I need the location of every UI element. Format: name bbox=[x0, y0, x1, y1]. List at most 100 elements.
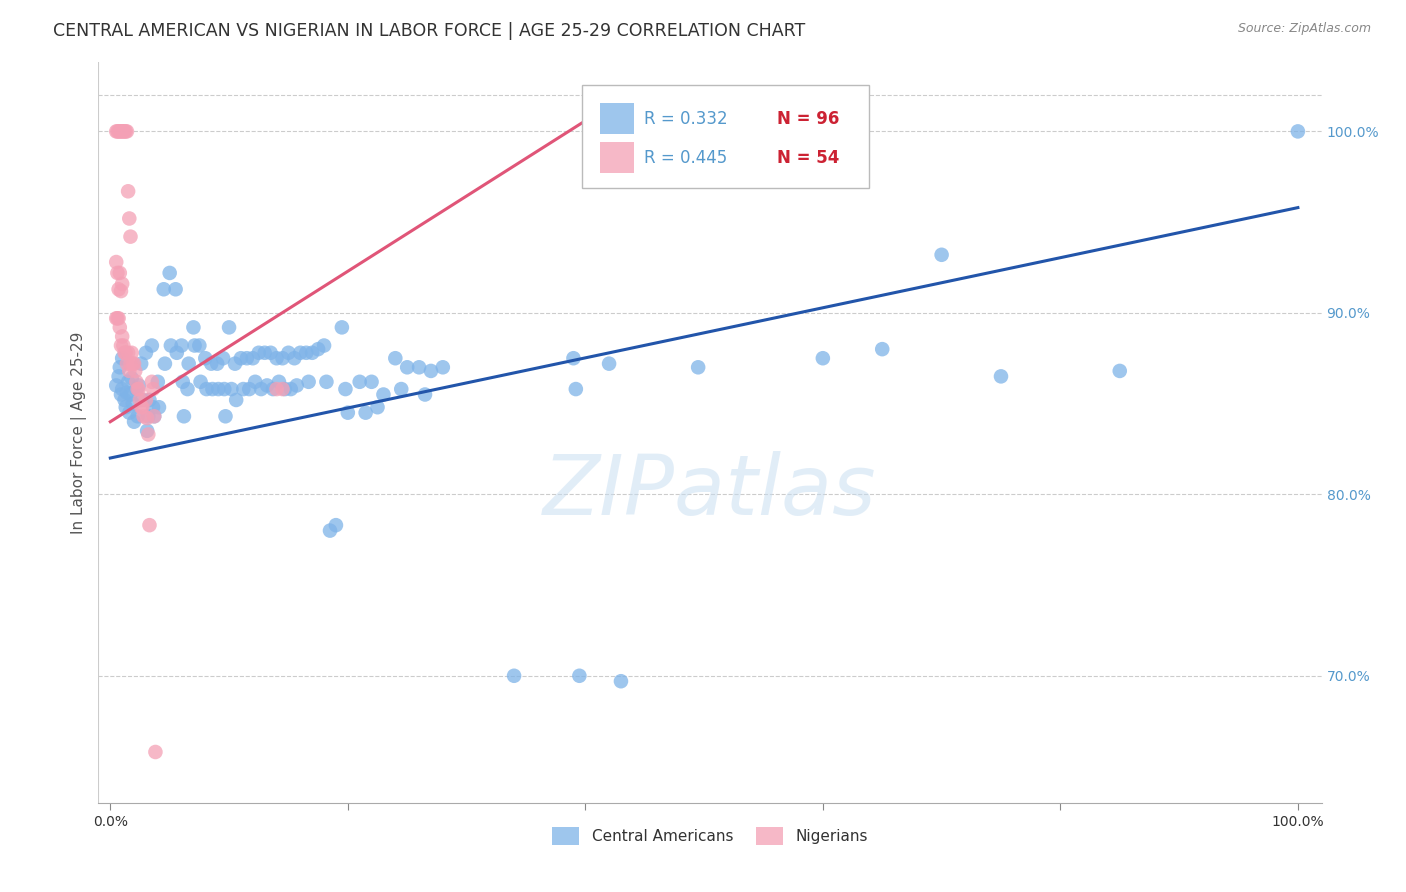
Point bbox=[112, 338, 135, 352]
Point bbox=[218, 320, 240, 334]
Point bbox=[110, 338, 132, 352]
Point bbox=[138, 392, 160, 407]
Point bbox=[283, 351, 305, 366]
Text: ZIPatlas: ZIPatlas bbox=[543, 451, 877, 533]
Legend: Central Americans, Nigerians: Central Americans, Nigerians bbox=[546, 821, 875, 851]
Point bbox=[129, 357, 152, 371]
Point bbox=[120, 387, 142, 401]
Text: R = 0.445: R = 0.445 bbox=[644, 149, 727, 167]
Point bbox=[114, 124, 136, 138]
Point bbox=[277, 345, 299, 359]
Point bbox=[280, 382, 302, 396]
Point bbox=[335, 382, 357, 396]
Point bbox=[688, 360, 710, 375]
Point bbox=[931, 248, 953, 262]
Point bbox=[315, 375, 337, 389]
Point bbox=[128, 378, 150, 392]
Point bbox=[124, 364, 146, 378]
Point bbox=[115, 124, 138, 138]
Point bbox=[125, 382, 148, 396]
Point bbox=[229, 351, 252, 366]
Y-axis label: In Labor Force | Age 25-29: In Labor Force | Age 25-29 bbox=[72, 332, 87, 533]
Point bbox=[298, 375, 321, 389]
Point bbox=[117, 345, 139, 359]
Point bbox=[138, 518, 160, 533]
Point bbox=[121, 345, 143, 359]
Point bbox=[132, 409, 155, 424]
Point bbox=[120, 229, 142, 244]
Point bbox=[108, 124, 131, 138]
Point bbox=[256, 378, 278, 392]
Point bbox=[195, 382, 218, 396]
Point bbox=[420, 364, 443, 378]
Point bbox=[111, 382, 134, 396]
Point bbox=[170, 338, 193, 352]
Point bbox=[111, 124, 134, 138]
Point bbox=[266, 382, 288, 396]
Point bbox=[107, 124, 129, 138]
Point bbox=[1108, 364, 1130, 378]
Point bbox=[990, 369, 1012, 384]
Point bbox=[262, 382, 284, 396]
Point bbox=[247, 345, 270, 359]
Text: N = 96: N = 96 bbox=[778, 110, 839, 128]
Point bbox=[413, 387, 436, 401]
Point bbox=[250, 382, 273, 396]
Point bbox=[110, 124, 132, 138]
Point bbox=[274, 382, 297, 396]
Point bbox=[243, 375, 266, 389]
Text: CENTRAL AMERICAN VS NIGERIAN IN LABOR FORCE | AGE 25-29 CORRELATION CHART: CENTRAL AMERICAN VS NIGERIAN IN LABOR FO… bbox=[53, 22, 806, 40]
Point bbox=[112, 124, 135, 138]
Point bbox=[117, 375, 139, 389]
Point bbox=[384, 351, 406, 366]
Point bbox=[105, 378, 128, 392]
Point bbox=[122, 357, 145, 371]
Point bbox=[136, 424, 159, 438]
Point bbox=[125, 375, 148, 389]
Point bbox=[432, 360, 454, 375]
Point bbox=[271, 382, 294, 396]
Point bbox=[114, 345, 136, 359]
Point bbox=[105, 124, 128, 138]
Point bbox=[173, 409, 195, 424]
Point bbox=[121, 357, 143, 371]
Point bbox=[107, 124, 129, 138]
Point bbox=[142, 401, 165, 415]
Point bbox=[120, 357, 142, 371]
Point bbox=[267, 375, 290, 389]
Point bbox=[107, 311, 129, 326]
Point bbox=[271, 351, 294, 366]
Point bbox=[319, 524, 342, 538]
Text: Source: ZipAtlas.com: Source: ZipAtlas.com bbox=[1237, 22, 1371, 36]
Point bbox=[389, 382, 412, 396]
Point bbox=[238, 382, 260, 396]
Point bbox=[301, 345, 323, 359]
Point bbox=[205, 357, 228, 371]
Point bbox=[183, 320, 205, 334]
Point bbox=[111, 277, 134, 291]
Point bbox=[610, 674, 633, 689]
Point bbox=[115, 357, 138, 371]
Point bbox=[107, 311, 129, 326]
Point bbox=[870, 342, 893, 356]
Point bbox=[325, 518, 347, 533]
Point bbox=[105, 311, 128, 326]
Point bbox=[114, 124, 136, 138]
Point bbox=[221, 382, 243, 396]
Point bbox=[366, 401, 388, 415]
Point bbox=[142, 382, 165, 396]
Point bbox=[135, 345, 157, 359]
Point bbox=[212, 351, 235, 366]
Point bbox=[172, 375, 194, 389]
Point bbox=[129, 401, 152, 415]
Point bbox=[122, 415, 145, 429]
Point bbox=[107, 369, 129, 384]
Point bbox=[107, 266, 129, 280]
Point bbox=[307, 342, 329, 356]
Point bbox=[194, 351, 217, 366]
Point bbox=[127, 382, 149, 396]
Point bbox=[115, 385, 138, 400]
Point bbox=[108, 360, 131, 375]
Point bbox=[224, 357, 246, 371]
Point bbox=[295, 345, 318, 359]
